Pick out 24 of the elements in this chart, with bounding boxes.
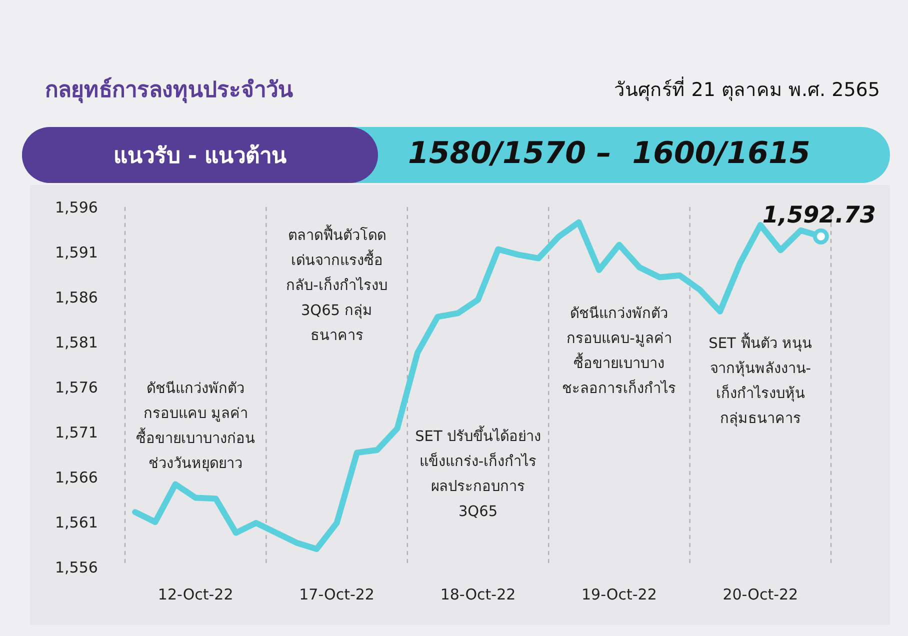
annotation: ดัชนีแกว่งพักตัว กรอบแคบ มูลค่า ซื้อขายเบาบางก่อน ช่วงวันหยุดยาว (135, 380, 256, 474)
y-tick-label: 1,581 (55, 333, 98, 352)
x-tick-label: 12-Oct-22 (158, 586, 234, 604)
text: 1580/1570 – 1600/1615 (408, 136, 810, 171)
annotation: SET ฟื้นตัว หนุน จากหุ้นพลังงาน- เก็งกำไรงบหุ้น กลุ่มธนาคาร (708, 332, 814, 429)
annotation: SET ปรับขึ้นได้อย่าง แข็งแกร่ง-เก็งกำไร ผลประกอบการ 3Q65 (414, 425, 542, 522)
text: แนวรับ - แนวต้าน (22, 127, 378, 183)
y-tick-label: 1,596 (55, 198, 98, 216)
y-tick-label: 1,561 (55, 513, 98, 532)
x-tick-label: 18-Oct-22 (440, 586, 516, 604)
y-tick-label: 1,586 (55, 288, 98, 306)
y-tick-label: 1,591 (55, 243, 98, 262)
y-tick-label: 1,571 (55, 423, 98, 442)
y-tick-label: 1,576 (55, 378, 98, 396)
x-tick-label: 17-Oct-22 (299, 586, 374, 604)
chart-subtitle: วันศุกร์ที่ 21 ตุลาคม พ.ศ. 2565 (614, 76, 880, 103)
x-tick-label: 20-Oct-22 (722, 586, 798, 604)
x-tick-label: 19-Oct-22 (582, 586, 657, 604)
chart-title: กลยุทธ์การลงทุนประจำวัน (45, 76, 293, 106)
data-label: 1,592.73 (762, 202, 876, 228)
y-tick-label: 1,556 (55, 558, 98, 576)
annotation: ตลาดฟื้นตัวโดด เด่นจากแรงซื้อ กลับ-เก็งกำไรงบ 3Q65 กลุ่ม ธนาคาร (285, 224, 388, 346)
annotation: ดัชนีแกว่งพักตัว กรอบแคบ-มูลค่า ซื้อขายเบาบาง ชะลอการเก็งกำไร (561, 304, 678, 399)
y-tick-label: 1,566 (55, 468, 98, 486)
